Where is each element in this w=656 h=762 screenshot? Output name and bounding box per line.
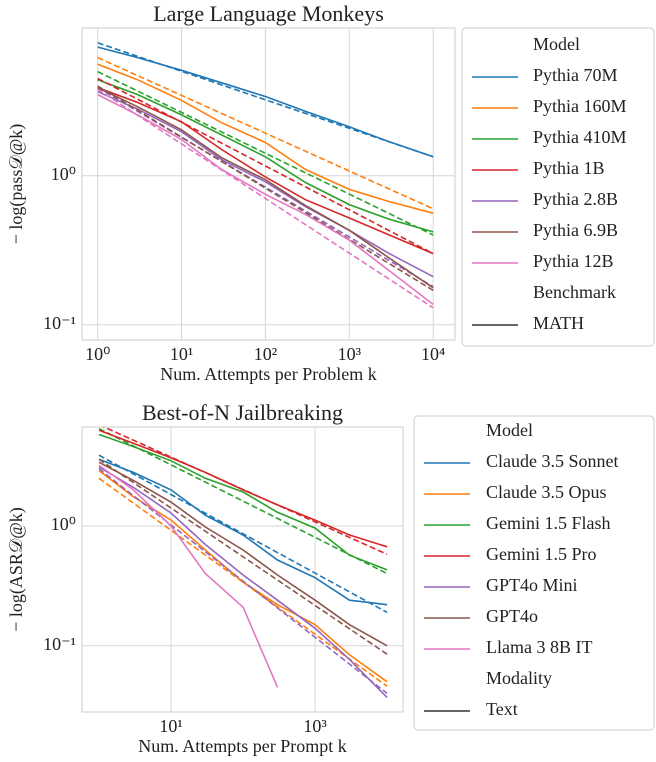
plot-lines (98, 427, 388, 699)
fit-line (98, 477, 388, 687)
x-axis-label: Num. Attempts per Problem k (160, 364, 376, 384)
series-line (98, 464, 279, 688)
y-tick-label: 10⁻¹ (43, 634, 76, 654)
plot-frame (81, 27, 456, 341)
legend-label: Pythia 2.8B (533, 189, 618, 209)
legend-label: Claude 3.5 Opus (486, 482, 607, 502)
fit-line (97, 85, 434, 292)
legend-heading: Model (486, 420, 533, 440)
legend-label: Pythia 160M (533, 96, 627, 116)
legend-label: Text (486, 699, 518, 719)
legend-heading: Modality (486, 668, 552, 688)
y-tick-label: 10⁻¹ (43, 313, 76, 333)
fit-line (97, 70, 434, 236)
legend-label: GPT4o (486, 606, 538, 626)
series-line (97, 90, 434, 278)
series-line (98, 466, 388, 699)
x-tick-label: 10³ (303, 716, 327, 736)
plot-frame (81, 426, 404, 713)
series-line (97, 86, 434, 289)
legend-label: MATH (533, 313, 584, 333)
y-tick-label: 10⁰ (51, 514, 76, 534)
series-line (97, 46, 434, 158)
fit-line (97, 88, 434, 309)
fit-line (98, 454, 388, 614)
y-axis-label: − log(pass𝒟@k) (6, 124, 27, 245)
x-tick-label: 10¹ (170, 344, 193, 364)
legend-box (413, 415, 655, 731)
fit-line (97, 56, 434, 210)
series-line (98, 433, 388, 571)
series-line (97, 63, 434, 214)
series-line (98, 458, 388, 606)
fit-line (98, 458, 388, 655)
plot-lines (97, 42, 434, 309)
series-line (97, 93, 434, 306)
x-tick-label: 10² (254, 344, 277, 364)
legend-label: Pythia 6.9B (533, 220, 618, 240)
series-line (98, 461, 388, 647)
legend-label: Claude 3.5 Sonnet (486, 451, 619, 471)
x-tick-label: 10⁴ (421, 344, 445, 364)
legend-label: Pythia 410M (533, 127, 627, 147)
x-tick-label: 10¹ (159, 716, 182, 736)
legend-label: Llama 3 8B IT (486, 637, 592, 657)
series-line (97, 86, 434, 255)
legend-label: Gemini 1.5 Flash (486, 513, 611, 533)
x-axis-label: Num. Attempts per Prompt k (138, 736, 347, 756)
legend-label: Pythia 12B (533, 251, 614, 271)
x-tick-label: 10³ (338, 344, 362, 364)
series-line (98, 429, 388, 548)
x-tick-label: 10⁰ (85, 344, 110, 364)
chart-title: Best-of-N Jailbreaking (142, 400, 343, 425)
fit-line (98, 468, 388, 695)
series-line (97, 79, 434, 233)
y-tick-label: 10⁰ (51, 164, 76, 184)
y-axis-label: − log(ASR𝒟@k) (6, 507, 27, 632)
legend-label: Gemini 1.5 Pro (486, 544, 597, 564)
legend-label: Pythia 1B (533, 158, 605, 178)
legend-heading: Benchmark (533, 282, 616, 302)
fit-line (97, 77, 434, 255)
legend-label: Pythia 70M (533, 65, 618, 85)
legend-label: GPT4o Mini (486, 575, 578, 595)
legend-heading: Model (533, 34, 580, 54)
chart-title: Large Language Monkeys (153, 1, 384, 26)
